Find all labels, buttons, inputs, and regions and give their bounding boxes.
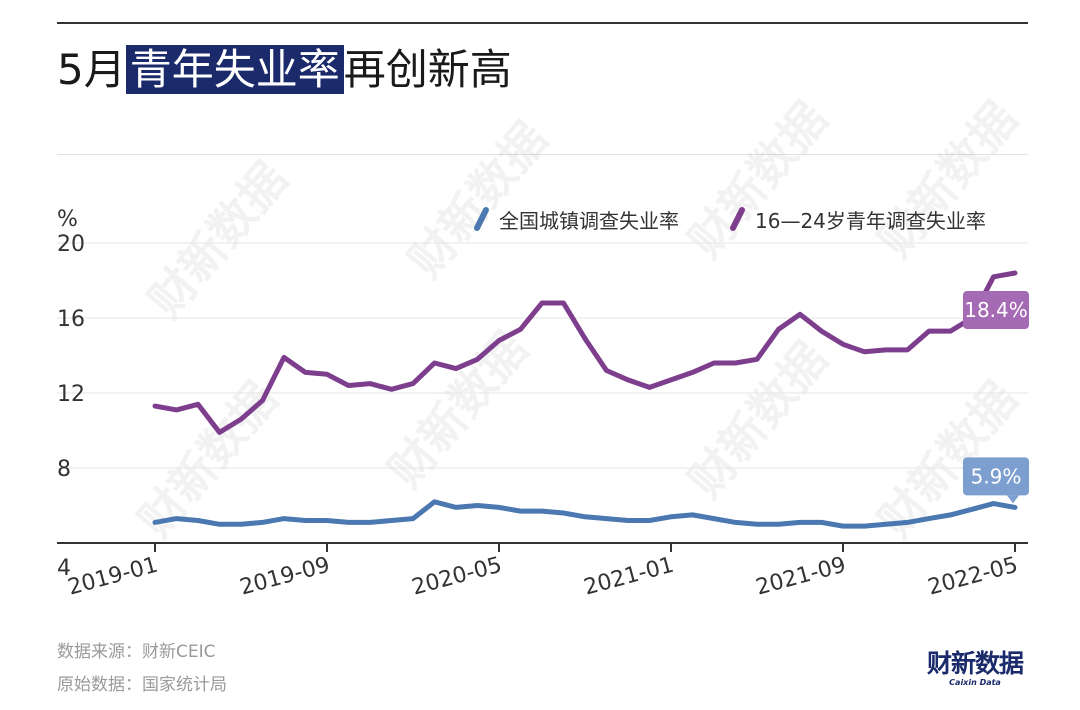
x-tick-label: 2021-09 bbox=[753, 553, 848, 601]
source-note: 数据来源：财新CEIC bbox=[57, 642, 216, 662]
end-label-box bbox=[963, 291, 1029, 329]
legend-swatch bbox=[474, 207, 489, 231]
page-title: 5月青年失业率再创新高 bbox=[57, 42, 512, 98]
end-label-box bbox=[963, 457, 1029, 496]
y-tick-label: 16 bbox=[57, 307, 85, 332]
legend-swatch bbox=[730, 207, 745, 231]
title-suffix: 再创新高 bbox=[343, 45, 512, 94]
y-tick-label: 20 bbox=[57, 232, 85, 257]
original-data-note: 原始数据：国家统计局 bbox=[57, 675, 227, 695]
y-tick-label: 8 bbox=[57, 457, 71, 482]
logo-en: Caixin Data bbox=[949, 678, 1001, 687]
caixin-data-logo: 财新数据 Caixin Data bbox=[920, 650, 1030, 688]
watermark-text: 财新数据 bbox=[868, 92, 1028, 268]
y-tick-label: 4 bbox=[57, 556, 71, 581]
title-highlight: 青年失业率 bbox=[125, 45, 344, 94]
series-line bbox=[152, 270, 1018, 435]
y-axis-unit: % bbox=[57, 207, 78, 232]
top-rule bbox=[57, 22, 1028, 24]
y-tick-label: 12 bbox=[57, 382, 85, 407]
logo-cn: 财新数据 bbox=[926, 649, 1024, 678]
end-value-label: 5.9% bbox=[963, 457, 1029, 504]
end-label-text: 18.4% bbox=[964, 298, 1028, 322]
x-tick-label: 2022-05 bbox=[925, 553, 1020, 601]
watermark-text: 财新数据 bbox=[678, 92, 838, 268]
end-label-pointer bbox=[1007, 495, 1019, 504]
watermark-text: 财新数据 bbox=[378, 322, 538, 498]
x-tick-label: 2019-01 bbox=[65, 553, 160, 601]
x-tick-label: 2021-01 bbox=[581, 553, 676, 601]
series-line bbox=[152, 499, 1018, 529]
watermark-text: 财新数据 bbox=[398, 112, 558, 288]
watermark-text: 财新数据 bbox=[138, 152, 298, 328]
legend-label: 全国城镇调查失业率 bbox=[499, 209, 679, 233]
end-label-text: 5.9% bbox=[971, 464, 1022, 488]
end-value-label: 18.4% bbox=[963, 291, 1029, 329]
legend-label: 16—24岁青年调查失业率 bbox=[755, 209, 986, 233]
x-tick-label: 2020-05 bbox=[409, 553, 504, 601]
title-prefix: 5月 bbox=[57, 45, 126, 94]
title-divider bbox=[57, 154, 1028, 155]
x-tick-label: 2019-09 bbox=[237, 553, 332, 601]
